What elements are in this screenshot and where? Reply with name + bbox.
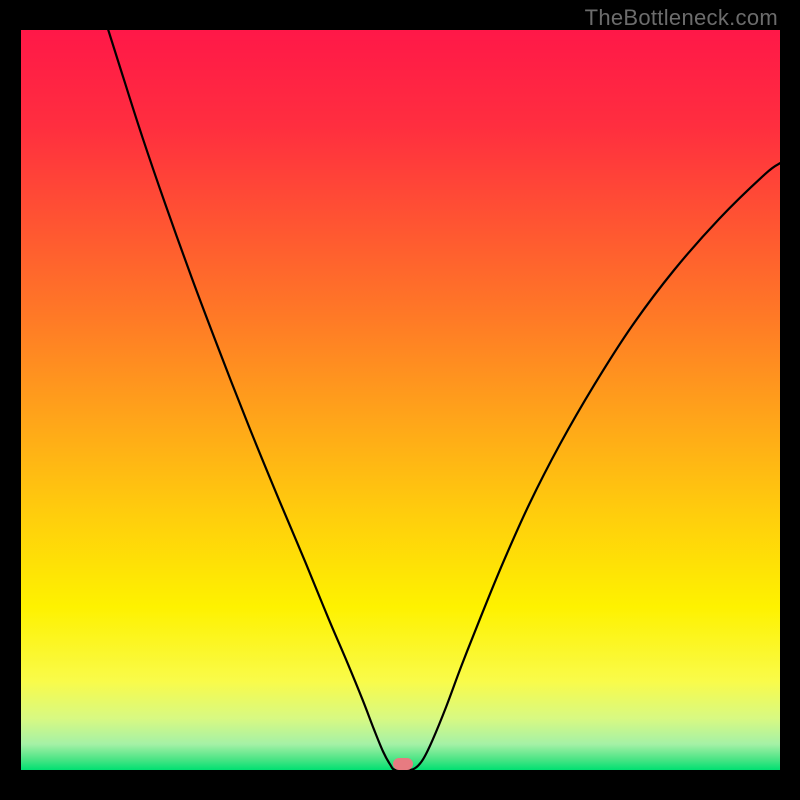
chart-container: TheBottleneck.com <box>0 0 800 800</box>
optimal-point-marker <box>393 758 413 770</box>
bottleneck-curve <box>21 30 780 770</box>
plot-area <box>21 30 780 770</box>
watermark-text: TheBottleneck.com <box>585 5 778 31</box>
